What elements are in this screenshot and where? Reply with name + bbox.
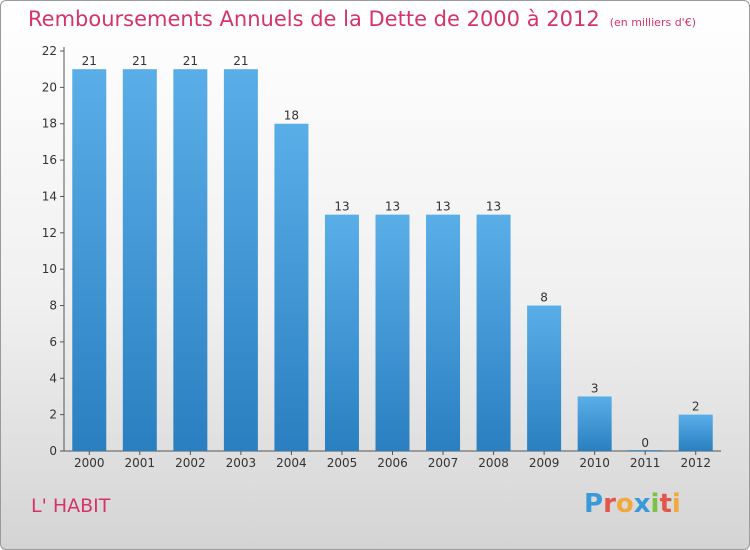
bar	[678, 414, 713, 451]
bar-value-label: 21	[183, 54, 198, 68]
chart-title-main: Remboursements Annuels de la Dette de 20…	[28, 7, 600, 31]
logo-letter: P	[584, 489, 604, 519]
x-tick-label: 2003	[226, 456, 257, 470]
bar-value-label: 13	[385, 200, 400, 214]
commune-name: L' HABIT	[31, 495, 111, 517]
bar	[72, 69, 107, 451]
bar-value-label: 8	[540, 291, 548, 305]
bar-value-label: 21	[132, 54, 147, 68]
x-tick-label: 2012	[680, 456, 711, 470]
bar-value-label: 0	[641, 436, 649, 450]
x-tick-label: 2011	[630, 456, 661, 470]
y-tick-label: 8	[49, 299, 57, 313]
logo-letter: o	[615, 489, 634, 519]
logo-letter: i	[671, 489, 681, 519]
logo-letter: x	[633, 489, 651, 519]
x-tick-label: 2000	[74, 456, 105, 470]
bar-value-label: 2	[692, 400, 700, 414]
y-tick-label: 14	[42, 189, 57, 203]
x-tick-label: 2010	[579, 456, 610, 470]
chart-title: Remboursements Annuels de la Dette de 20…	[28, 7, 696, 31]
bar-value-label: 21	[82, 54, 97, 68]
x-tick-label: 2008	[478, 456, 509, 470]
y-tick-label: 16	[42, 153, 57, 167]
logo-letter: i	[650, 489, 660, 519]
bar	[173, 69, 208, 451]
bar	[476, 214, 511, 451]
bar	[122, 69, 157, 451]
bar-value-label: 18	[284, 109, 299, 123]
x-tick-label: 2007	[428, 456, 459, 470]
bar	[375, 214, 410, 451]
y-tick-label: 12	[42, 226, 57, 240]
y-tick-label: 6	[49, 335, 57, 349]
logo-letter: r	[603, 489, 616, 519]
bar-value-label: 13	[435, 200, 450, 214]
x-tick-label: 2001	[125, 456, 156, 470]
x-tick-label: 2009	[529, 456, 560, 470]
bar	[426, 214, 461, 451]
y-tick-label: 10	[42, 262, 57, 276]
bar	[577, 396, 612, 451]
chart-unit: (en milliers d'€)	[609, 16, 696, 29]
proxiti-logo: Proxiti	[584, 489, 681, 519]
x-tick-label: 2004	[276, 456, 307, 470]
y-tick-label: 4	[49, 371, 57, 385]
x-tick-label: 2006	[377, 456, 408, 470]
y-tick-label: 22	[42, 44, 57, 58]
bars	[72, 69, 713, 452]
data-labels: 21 21 21 21 18 13 13 13 13 8 3 0 2	[82, 54, 700, 450]
bar	[628, 450, 663, 451]
bar	[527, 305, 562, 451]
x-tick-label: 2002	[175, 456, 206, 470]
y-tick-label: 18	[42, 117, 57, 131]
bar-value-label: 3	[591, 381, 599, 395]
bar	[274, 123, 309, 452]
bar	[223, 69, 258, 451]
bar-value-label: 13	[486, 200, 501, 214]
y-tick-label: 20	[42, 80, 57, 94]
x-tick-label: 2005	[327, 456, 358, 470]
y-tick-label: 0	[49, 444, 57, 458]
y-tick-label: 2	[49, 408, 57, 422]
logo-letter: t	[659, 489, 672, 519]
bar-value-label: 13	[334, 200, 349, 214]
bar	[324, 214, 359, 451]
bar-value-label: 21	[233, 54, 248, 68]
